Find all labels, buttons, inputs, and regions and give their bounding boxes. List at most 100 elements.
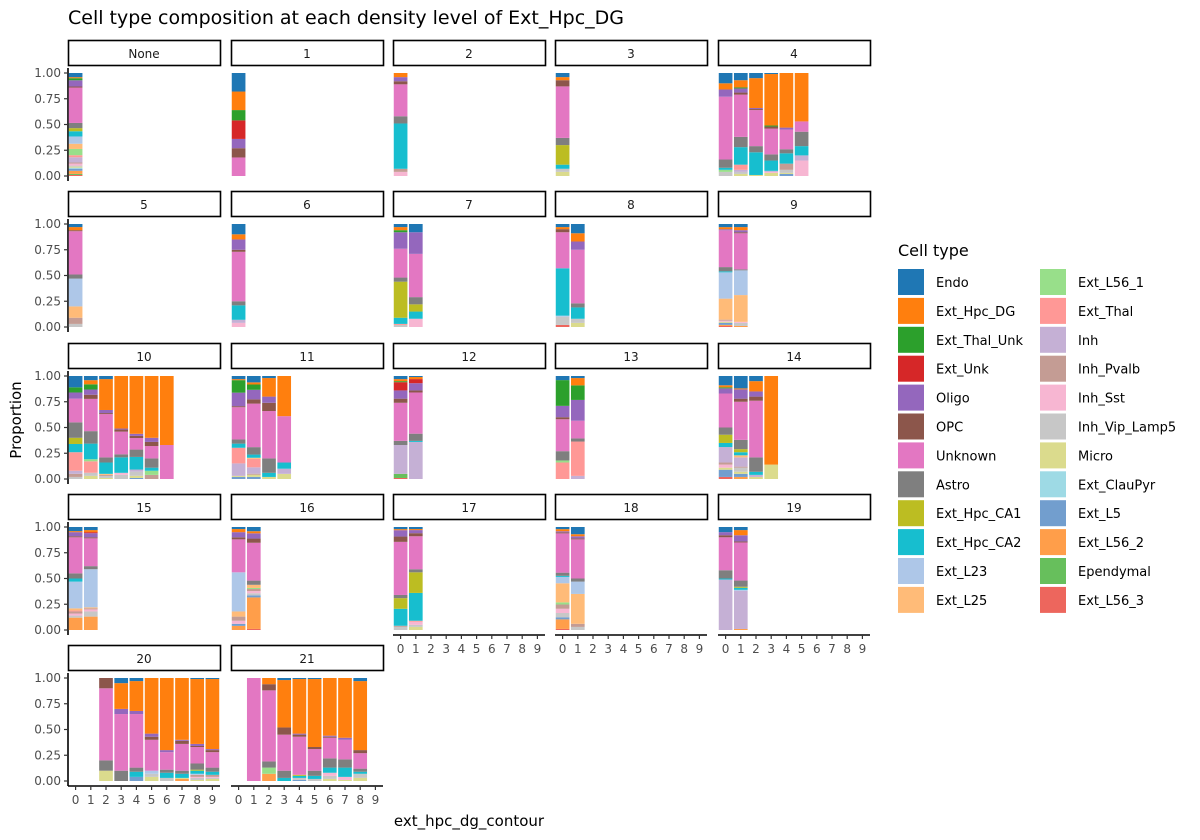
bar-segment-unknown — [99, 414, 113, 458]
bar-segment-ext-hpc-dg — [353, 681, 368, 751]
bar-segment-ext-l25 — [733, 295, 748, 322]
legend-label: Ext_Unk — [936, 363, 989, 378]
x-tick-label: 9 — [534, 642, 542, 656]
bar-segment-oligo — [393, 232, 408, 249]
bar-segment-ext-thal-unk — [764, 125, 779, 127]
facet-strip — [67, 493, 222, 521]
bar-segment-inh — [393, 445, 408, 474]
legend-label: Ext_L23 — [936, 565, 987, 580]
legend-swatch — [1040, 355, 1066, 382]
bar-segment-ext-hpc-ca1 — [393, 598, 408, 609]
bar-segment-micro — [83, 475, 98, 479]
bar-segment-astro — [129, 449, 144, 457]
bar-segment-astro — [779, 149, 794, 154]
stacked-bar-x1 — [408, 527, 423, 630]
bar-segment-ext-hpc-dg — [393, 73, 408, 78]
bar-segment-ext-hpc-ca2 — [277, 462, 292, 469]
bar-segment-opc — [246, 399, 261, 404]
bar-segment-micro — [277, 473, 292, 479]
bar-segment-unknown — [246, 678, 261, 781]
bar-segment-micro — [338, 779, 352, 781]
bar-segment-endo — [231, 224, 246, 235]
bar-segment-unknown — [292, 736, 307, 775]
bar-segment-ext-hpc-ca2 — [555, 268, 570, 316]
facet-strip-label: None — [128, 47, 159, 61]
bar-segment-astro — [99, 760, 113, 771]
bar-segment-inh — [733, 457, 748, 467]
bar-segment-astro — [570, 438, 585, 442]
bar-segment-oligo — [231, 138, 246, 149]
stacked-bar-x1 — [83, 527, 98, 630]
bar-segment-opc — [175, 740, 189, 744]
bar-segment-astro — [733, 269, 748, 271]
x-tick-label: 8 — [518, 642, 526, 656]
bar-segment-endo — [190, 678, 205, 680]
bar-segment-ext-unk — [408, 379, 423, 384]
legend-swatch — [1040, 413, 1066, 440]
legend-label: Ext_Hpc_CA1 — [936, 507, 1021, 522]
bar-segment-opc — [68, 86, 83, 88]
bar-segment-unknown — [393, 248, 408, 278]
bar-segment-ext-l56-3 — [555, 628, 570, 630]
bar-segment-unknown — [231, 407, 246, 440]
bar-segment-ext-hpc-dg — [555, 77, 570, 81]
y-tick-label: 0.50 — [34, 118, 61, 132]
bar-segment-ext-l56-2 — [175, 778, 189, 781]
bar-segment-oligo — [114, 428, 129, 430]
bar-segment-astro — [129, 767, 144, 772]
facet-panel-14: 14 — [717, 342, 872, 479]
stacked-bar-x0 — [68, 527, 83, 630]
bar-segment-inh-vip-lamp5 — [733, 467, 748, 472]
bar-segment-oligo — [231, 532, 246, 538]
bar-segment-inh-vip-lamp5 — [779, 169, 794, 173]
x-tick-label: 8 — [356, 793, 364, 807]
bar-segment-ext-hpc-ca2 — [408, 592, 423, 621]
facet-panel-21: 21 0 1 2 3 4 5 6 7 8 9 — [230, 644, 385, 807]
bar-segment-endo — [68, 376, 83, 388]
y-tick-label: 0.75 — [34, 697, 61, 711]
stacked-bar-x6 — [322, 678, 337, 781]
bar-segment-ext-hpc-ca2 — [83, 443, 98, 460]
bar-segment-unknown — [733, 233, 748, 270]
bar-segment-ext-hpc-ca2 — [114, 457, 129, 473]
legend-swatch — [898, 326, 924, 353]
stacked-bar-x4 — [292, 678, 307, 781]
bar-segment-inh-sst — [338, 776, 352, 780]
bar-segment-ext-l56-1 — [555, 602, 570, 605]
bar-segment-unknown — [83, 538, 98, 567]
bar-segment-ext-l5 — [718, 469, 733, 477]
bar-segment-ext-hpc-dg — [749, 381, 763, 392]
bar-segment-ext-thal-unk — [393, 230, 408, 233]
bar-segment-ext-l5 — [68, 168, 83, 171]
bar-segment-ext-l25 — [733, 455, 748, 458]
bar-segment-unknown — [733, 94, 748, 137]
bar-segment-inh-vip-lamp5 — [307, 778, 322, 781]
bar-segment-inh-vip-lamp5 — [114, 474, 129, 479]
bar-segment-unknown — [718, 230, 733, 268]
bar-segment-unknown — [555, 533, 570, 573]
bar-segment-astro — [262, 761, 276, 768]
bar-segment-astro — [749, 146, 763, 153]
facet-panel-4: 4 — [717, 39, 872, 176]
bar-segment-oligo — [408, 232, 423, 254]
bar-segment-unknown — [322, 737, 337, 759]
bar-segment-astro — [83, 431, 98, 444]
stacked-bar-x3 — [114, 376, 129, 479]
bar-segment-ext-l25 — [246, 584, 261, 588]
stacked-bar-x3 — [764, 376, 779, 479]
bar-segment-astro — [718, 159, 733, 168]
y-tick-label: 0.25 — [34, 143, 61, 157]
bar-segment-ext-l56-2 — [68, 617, 83, 630]
bar-segment-ext-thal-unk — [246, 384, 261, 390]
facet-strip-label: 1 — [303, 47, 311, 61]
bar-segment-ext-l23 — [570, 581, 585, 594]
bar-segment-endo — [570, 224, 585, 234]
bar-segment-ext-hpc-dg — [144, 678, 159, 734]
bar-segment-unknown — [764, 128, 779, 155]
legend-entry-oligo: Oligo — [898, 384, 970, 411]
bar-segment-astro — [555, 451, 570, 461]
x-tick-label: 6 — [813, 642, 821, 656]
bar-segment-inh-vip-lamp5 — [83, 472, 98, 476]
bar-segment-endo — [718, 224, 733, 228]
bar-segment-opc — [114, 429, 129, 432]
